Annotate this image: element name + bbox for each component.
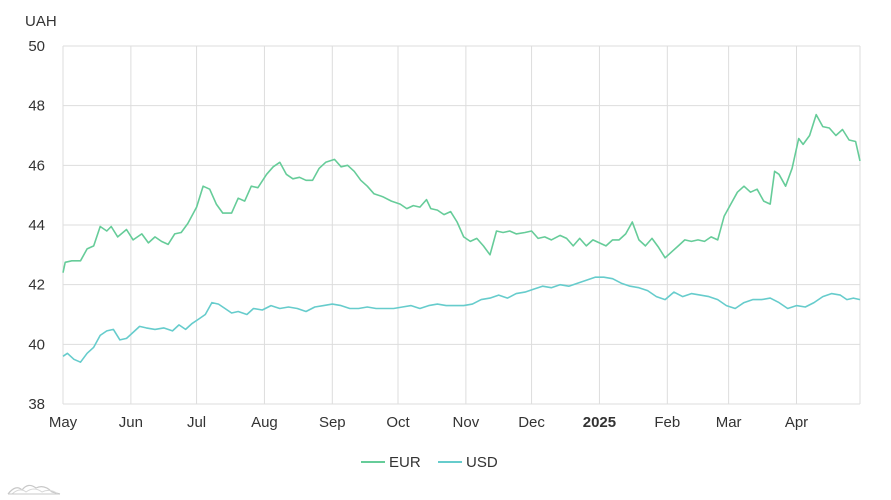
- x-axis-ticks: May Jun Jul Aug Sep Oct Nov Dec 2025 Feb Mar Apr: [49, 414, 808, 431]
- y-axis-ticks: 50 48 46 44 42 40 38: [28, 38, 45, 413]
- series-lines: [62, 113, 861, 363]
- x-tick-label: Sep: [319, 414, 346, 431]
- x-tick-label: Dec: [518, 414, 545, 431]
- x-tick-label: 2025: [583, 414, 616, 431]
- legend-label: USD: [466, 454, 498, 471]
- legend-item-usd[interactable]: USD: [438, 454, 498, 471]
- x-tick-label: Apr: [785, 414, 808, 431]
- y-tick-label: 44: [28, 217, 45, 234]
- grid: [62, 45, 861, 405]
- y-tick-label: 38: [28, 396, 45, 413]
- y-tick-label: 42: [28, 277, 45, 294]
- x-tick-label: Jul: [187, 414, 206, 431]
- y-tick-label: 48: [28, 98, 45, 115]
- series-line-eur: [62, 113, 861, 273]
- brand-logo-icon: [7, 484, 61, 495]
- x-tick-label: Feb: [654, 414, 680, 431]
- series-line-usd: [62, 276, 861, 363]
- x-tick-label: Nov: [453, 414, 480, 431]
- legend-item-eur[interactable]: EUR: [361, 454, 421, 471]
- y-tick-label: 40: [28, 336, 45, 353]
- y-tick-label: 50: [28, 38, 45, 55]
- x-tick-label: Oct: [386, 414, 410, 431]
- legend-label: EUR: [389, 454, 421, 471]
- y-axis-label: UAH: [25, 13, 57, 30]
- x-tick-label: Mar: [716, 414, 742, 431]
- legend: EUR USD: [361, 454, 498, 471]
- y-tick-label: 46: [28, 157, 45, 174]
- x-tick-label: May: [49, 414, 78, 431]
- x-tick-label: Aug: [251, 414, 278, 431]
- x-tick-label: Jun: [119, 414, 143, 431]
